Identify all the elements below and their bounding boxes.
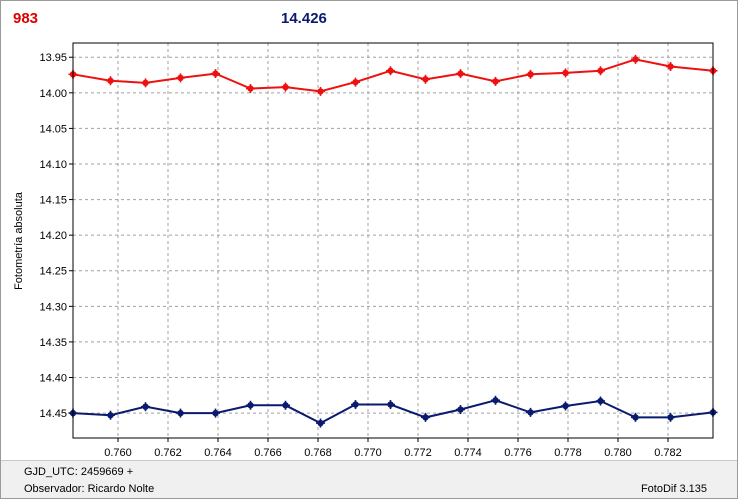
header-center-value: 14.426	[281, 10, 327, 27]
series-1-point	[176, 73, 185, 83]
series-2-point	[561, 401, 570, 411]
grid-layer	[73, 43, 713, 438]
series-2-point	[456, 405, 465, 415]
series-2-point	[666, 412, 675, 422]
x-tick-label: 0.776	[504, 447, 532, 459]
series-2-point	[246, 400, 255, 410]
y-tick-label: 14.35	[39, 337, 67, 349]
series-1-point	[456, 69, 465, 79]
series-2-point	[141, 402, 150, 412]
x-tick-label: 0.770	[354, 447, 382, 459]
series-1-point	[246, 84, 255, 94]
series-1-point	[351, 77, 360, 87]
series-1-point	[106, 76, 115, 86]
y-tick-label: 14.15	[39, 195, 67, 207]
series-layer	[68, 54, 718, 428]
series-1-point	[421, 74, 430, 84]
series-1-point	[631, 54, 640, 64]
x-tick-label: 0.768	[304, 447, 332, 459]
y-tick-label: 14.40	[39, 373, 67, 385]
photometry-chart: 0.760 0.762 0.764 0.766 0.768 0.770 0.772 0.774…	[13, 42, 718, 459]
plot-area-border	[72, 42, 714, 439]
series-2-point	[491, 395, 500, 405]
y-tick-label: 14.25	[39, 266, 67, 278]
series-2-point	[106, 410, 115, 420]
series-1-point	[561, 68, 570, 78]
x-tick-label: 0.762	[154, 447, 182, 459]
x-tick-label: 0.780	[604, 447, 632, 459]
series-2-point	[386, 400, 395, 410]
y-axis-label: Fotometría absoluta	[13, 191, 25, 290]
y-tick-label: 14.30	[39, 301, 67, 313]
observer-label: Observador: Ricardo Nolte	[24, 483, 155, 495]
y-tick-label: 13.95	[39, 52, 67, 64]
x-tick-label: 0.760	[104, 447, 132, 459]
series-2-point	[281, 400, 290, 410]
x-tick-label: 0.778	[554, 447, 582, 459]
version-label: FotoDif 3.135	[640, 483, 707, 495]
series-1-point	[491, 76, 500, 86]
y-tick-label: 14.00	[39, 88, 67, 100]
y-tick-label: 14.05	[39, 123, 67, 135]
series-2-point	[526, 407, 535, 417]
x-tick-label: 0.764	[204, 447, 232, 459]
y-tick-label: 14.45	[39, 408, 67, 420]
series-2-point	[316, 418, 325, 428]
series-2-point	[596, 396, 605, 406]
gjd-label: GJD_UTC: 2459669 +	[24, 466, 134, 478]
series-2-point	[176, 408, 185, 418]
series-1-point	[281, 82, 290, 92]
tick-layer: 0.760 0.762 0.764 0.766 0.768 0.770 0.772 0.774…	[39, 52, 681, 459]
series-2-point	[631, 412, 640, 422]
series-1-point	[666, 61, 675, 71]
series-1-line	[72, 58, 714, 93]
series-1-point	[386, 66, 395, 76]
series-1-point	[141, 78, 150, 88]
y-tick-label: 14.10	[39, 159, 67, 171]
series-1-point	[526, 69, 535, 79]
y-tick-label: 14.20	[39, 230, 67, 242]
series-1-point	[316, 86, 325, 96]
x-tick-label: 0.782	[654, 447, 682, 459]
series-2-point	[421, 412, 430, 422]
x-tick-label: 0.774	[454, 447, 482, 459]
series-2-point	[211, 408, 220, 418]
series-1-point	[211, 69, 220, 79]
header-left-value: 983	[13, 10, 39, 27]
series-2-point	[351, 400, 360, 410]
x-tick-label: 0.766	[254, 447, 282, 459]
series-1-point	[596, 66, 605, 76]
status-footer: GJD_UTC: 2459669 + Observador: Ricardo N…	[1, 460, 737, 498]
x-tick-label: 0.772	[404, 447, 432, 459]
